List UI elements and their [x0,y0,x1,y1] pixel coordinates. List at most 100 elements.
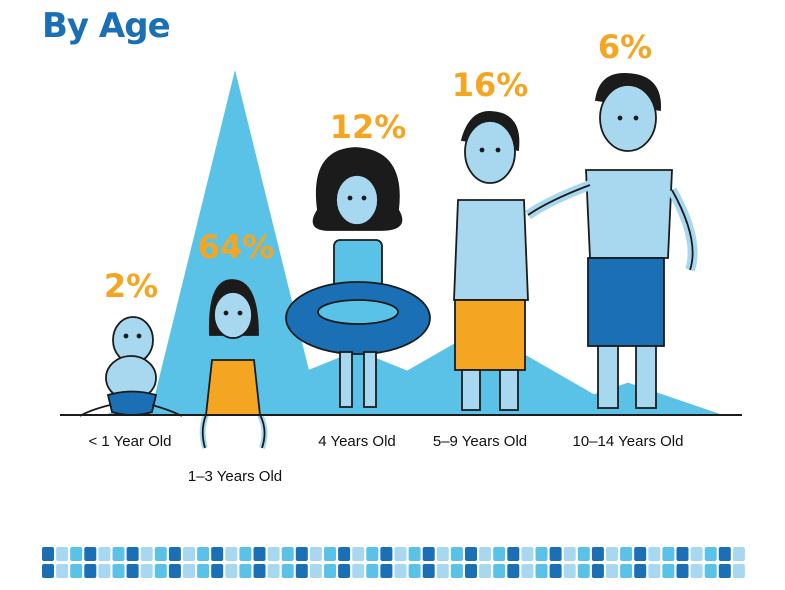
teen-icon [525,73,698,409]
tile [563,564,576,578]
tile [380,547,393,561]
tile [634,564,647,578]
tile [465,547,477,561]
tile [239,547,252,561]
tile [634,547,647,561]
tile [422,564,435,578]
tile [366,564,379,578]
category-label-4: 10–14 Years Old [573,433,684,450]
tile [84,547,97,561]
tile [225,564,238,578]
tile [493,547,506,561]
value-label-4: 6% [598,28,652,66]
tile [267,547,280,561]
tile [535,564,548,578]
tile [507,564,520,578]
toddler-icon [199,279,268,449]
tile [521,564,534,578]
tile [70,564,83,578]
tile [690,547,703,561]
tile [676,564,689,578]
tile [140,547,153,561]
category-label-3: 5–9 Years Old [433,433,527,450]
tile [211,564,224,578]
tile [168,564,181,578]
chart-title: By Age [42,6,171,46]
tile [197,547,210,561]
tile [154,547,167,561]
tile [662,547,675,561]
value-label-2: 12% [330,108,407,146]
tile [56,547,69,561]
tile [281,547,294,561]
tile [436,547,449,561]
tile [338,547,351,561]
boy-icon [453,111,529,411]
tile [56,564,69,578]
tile [507,547,520,561]
tile [577,547,590,561]
tile [676,547,689,561]
tile [704,547,717,561]
tile [295,564,308,578]
girl-with-float-icon [285,147,431,408]
tile [295,547,308,561]
tile [380,564,393,578]
peak-4 [533,382,723,415]
tile [690,564,703,578]
category-label-1: 1–3 Years Old [188,468,282,485]
tile [140,564,153,578]
value-label-1: 64% [198,228,275,266]
tile [168,547,181,561]
tile [98,564,111,578]
tile [606,547,618,561]
tile [183,547,195,561]
tile [352,547,365,561]
tile [549,564,562,578]
tile [436,564,449,578]
tile [324,564,336,578]
tile [465,564,477,578]
tile [479,564,492,578]
tile [112,564,125,578]
tile [211,547,224,561]
tile [450,547,463,561]
tile [70,547,83,561]
tile [408,547,421,561]
tile [422,547,435,561]
tile [732,547,745,561]
peak-1 [150,70,320,415]
decorative-tile-strip [42,547,745,578]
tile [408,564,421,578]
tile [183,564,195,578]
tile [718,564,731,578]
value-label-3: 16% [452,66,529,104]
tile [225,547,238,561]
tile [591,547,604,561]
tile [197,564,210,578]
tile [704,564,717,578]
tile [732,564,745,578]
tile [42,564,54,578]
tile [309,547,322,561]
tile [253,564,266,578]
tile [281,564,294,578]
tile [521,547,534,561]
category-label-2: 4 Years Old [318,433,396,450]
tile [620,547,633,561]
tile [352,564,365,578]
tile [620,564,633,578]
tile [394,564,407,578]
value-label-0: 2% [104,267,158,305]
tile [309,564,322,578]
tile [126,547,139,561]
tile [606,564,618,578]
tile [126,564,139,578]
tile [662,564,675,578]
labels-layer: 2% < 1 Year Old 64% 1–3 Years Old 12% 4 Years… [89,28,684,485]
tile [253,547,266,561]
tile [648,564,661,578]
tile [563,547,576,561]
tile [366,547,379,561]
